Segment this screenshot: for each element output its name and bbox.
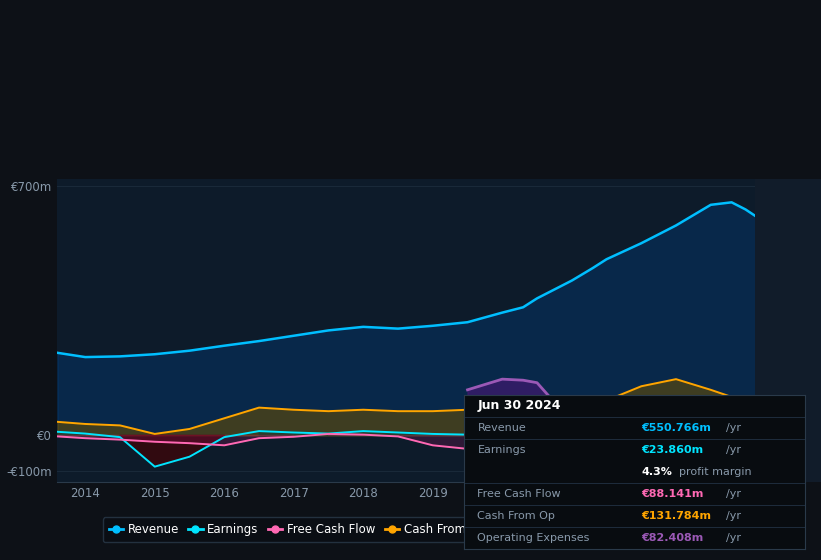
Text: /yr: /yr bbox=[727, 533, 741, 543]
Text: €23.860m: €23.860m bbox=[641, 445, 703, 455]
Text: /yr: /yr bbox=[727, 445, 741, 455]
Text: profit margin: profit margin bbox=[678, 467, 751, 477]
Text: Revenue: Revenue bbox=[478, 423, 526, 433]
Text: €550.766m: €550.766m bbox=[641, 423, 711, 433]
Text: 4.3%: 4.3% bbox=[641, 467, 672, 477]
Text: Earnings: Earnings bbox=[478, 445, 526, 455]
Text: €82.408m: €82.408m bbox=[641, 533, 704, 543]
Text: Jun 30 2024: Jun 30 2024 bbox=[478, 399, 561, 412]
Text: €131.784m: €131.784m bbox=[641, 511, 711, 521]
Text: €88.141m: €88.141m bbox=[641, 489, 704, 499]
Text: Free Cash Flow: Free Cash Flow bbox=[478, 489, 561, 499]
Text: Cash From Op: Cash From Op bbox=[478, 511, 555, 521]
Text: /yr: /yr bbox=[727, 423, 741, 433]
Text: /yr: /yr bbox=[727, 511, 741, 521]
Legend: Revenue, Earnings, Free Cash Flow, Cash From Op, Operating Expenses: Revenue, Earnings, Free Cash Flow, Cash … bbox=[103, 517, 640, 542]
Text: Operating Expenses: Operating Expenses bbox=[478, 533, 589, 543]
Text: /yr: /yr bbox=[727, 489, 741, 499]
